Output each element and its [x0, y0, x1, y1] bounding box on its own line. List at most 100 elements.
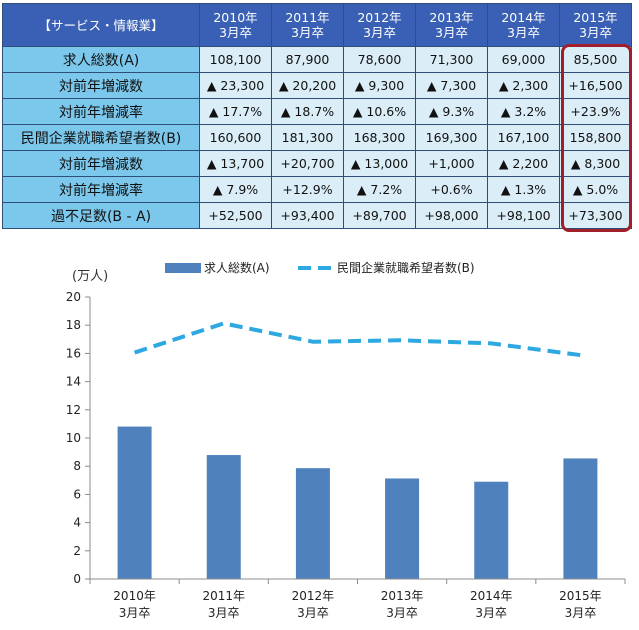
- table-cell: ▲ 20,200: [271, 72, 344, 99]
- x-tick-label: 3月卒: [386, 606, 418, 620]
- row-label: 対前年増減率: [2, 98, 200, 125]
- table-cell: ▲ 7.2%: [343, 176, 416, 203]
- table-cell: 167,100: [487, 124, 560, 151]
- y-tick-label: 4: [73, 516, 81, 530]
- table-cell: 108,100: [199, 46, 272, 73]
- table-cell: +20,700: [271, 150, 344, 177]
- table-cell: +12.9%: [271, 176, 344, 203]
- table-cell: 87,900: [271, 46, 344, 73]
- table-cell: 169,300: [415, 124, 488, 151]
- table-cell: +52,500: [199, 202, 272, 229]
- chart: 求人総数(A) 民間企業就職希望者数(B) (万人) 0 2 4 6 8 10 12 14 16 1…: [66, 260, 626, 620]
- legend-label: 民間企業就職希望者数(B): [337, 260, 475, 275]
- legend-label: 求人総数(A): [204, 260, 270, 275]
- column-header-year: 2011年: [285, 10, 330, 25]
- table-row: 求人総数(A) 108,100 87,900 78,600 71,300 69,…: [2, 46, 632, 73]
- column-header: 2013年 3月卒: [415, 3, 488, 47]
- column-header-month: 3月卒: [507, 25, 540, 40]
- table-cell: ▲ 9,300: [343, 72, 416, 99]
- x-tick-label: 3月卒: [297, 606, 329, 620]
- column-header-year: 2010年: [213, 10, 258, 25]
- y-tick-label: 16: [66, 346, 81, 360]
- bar: [117, 426, 152, 579]
- table-cell: 158,800: [559, 124, 632, 151]
- table-cell: +73,300: [559, 202, 632, 229]
- column-header-month: 3月卒: [579, 25, 612, 40]
- x-tick-label: 3月卒: [565, 606, 597, 620]
- table-cell: 160,600: [199, 124, 272, 151]
- row-label: 対前年増減数: [2, 72, 200, 99]
- legend: 求人総数(A) 民間企業就職希望者数(B): [165, 260, 475, 275]
- table-cell: +98,100: [487, 202, 560, 229]
- table-cell: 85,500: [559, 46, 632, 73]
- table-header-row: 【サービス・情報業】 2010年 3月卒 2011年 3月卒 2012年 3月卒 20…: [2, 3, 632, 47]
- table-cell: +16,500: [559, 72, 632, 99]
- column-header-month: 3月卒: [219, 25, 252, 40]
- table-row: 対前年増減数 ▲ 13,700 +20,700 ▲ 13,000 +1,000 …: [2, 150, 632, 177]
- x-tick-label: 2014年: [470, 589, 513, 603]
- table-cell: ▲ 1.3%: [487, 176, 560, 203]
- column-header: 2012年 3月卒: [343, 3, 416, 47]
- column-header-month: 3月卒: [363, 25, 396, 40]
- y-tick-label: 0: [73, 572, 81, 586]
- y-tick-label: 20: [66, 290, 81, 304]
- table-cell: ▲ 7,300: [415, 72, 488, 99]
- table-cell: ▲ 18.7%: [271, 98, 344, 125]
- y-axis: 0 2 4 6 8 10 12 14 16 18 20: [66, 290, 91, 586]
- table-cell: +1,000: [415, 150, 488, 177]
- table-row: 対前年増減率 ▲ 7.9% +12.9% ▲ 7.2% +0.6% ▲ 1.3%…: [2, 176, 632, 203]
- table-cell: ▲ 13,700: [199, 150, 272, 177]
- column-header-year: 2015年: [573, 10, 618, 25]
- table-cell: ▲ 3.2%: [487, 98, 560, 125]
- table-cell: ▲ 10.6%: [343, 98, 416, 125]
- y-tick-label: 10: [66, 431, 81, 445]
- y-tick-label: 14: [66, 375, 81, 389]
- bar: [474, 481, 509, 579]
- row-label: 民間企業就職希望者数(B): [2, 124, 200, 151]
- table-cell: ▲ 5.0%: [559, 176, 632, 203]
- row-label: 対前年増減数: [2, 150, 200, 177]
- table-cell: +0.6%: [415, 176, 488, 203]
- column-header: 2010年 3月卒: [199, 3, 272, 47]
- row-label: 求人総数(A): [2, 46, 200, 73]
- x-tick-label: 3月卒: [475, 606, 507, 620]
- table-cell: ▲ 9.3%: [415, 98, 488, 125]
- table-cell: 71,300: [415, 46, 488, 73]
- legend-swatch-bar: [165, 263, 201, 273]
- series-line: [133, 321, 581, 358]
- bar: [295, 468, 330, 579]
- y-axis-label: (万人): [72, 269, 108, 284]
- table-cell: 181,300: [271, 124, 344, 151]
- x-tick-label: 2015年: [559, 589, 602, 603]
- x-tick-label: 2012年: [292, 589, 335, 603]
- table-row: 民間企業就職希望者数(B) 160,600 181,300 168,300 16…: [2, 124, 632, 151]
- y-tick-label: 2: [73, 544, 81, 558]
- row-label: 過不足数(B - A): [2, 202, 200, 229]
- table-row: 対前年増減数 ▲ 23,300 ▲ 20,200 ▲ 9,300 ▲ 7,300…: [2, 72, 632, 99]
- column-header-year: 2012年: [357, 10, 402, 25]
- table-cell: ▲ 17.7%: [199, 98, 272, 125]
- bar: [206, 455, 241, 579]
- x-tick-label: 3月卒: [208, 606, 240, 620]
- column-header: 2014年 3月卒: [487, 3, 560, 47]
- y-tick-label: 8: [73, 459, 81, 473]
- bar: [563, 458, 598, 579]
- y-tick-label: 12: [66, 403, 81, 417]
- x-tick-label: 2013年: [381, 589, 424, 603]
- table-cell: ▲ 2,300: [487, 72, 560, 99]
- data-table: 【サービス・情報業】 2010年 3月卒 2011年 3月卒 2012年 3月卒 20…: [2, 3, 632, 229]
- x-axis: 2010年 3月卒 2011年 3月卒 2012年 3月卒 2013年 3月卒 2014年 3月卒…: [89, 578, 626, 620]
- table-cell: +89,700: [343, 202, 416, 229]
- table-cell: +93,400: [271, 202, 344, 229]
- table-cell: ▲ 7.9%: [199, 176, 272, 203]
- column-header-month: 3月卒: [291, 25, 324, 40]
- x-tick-label: 2011年: [202, 589, 245, 603]
- x-tick-label: 3月卒: [119, 606, 151, 620]
- table-cell: ▲ 2,200: [487, 150, 560, 177]
- bar: [385, 478, 420, 579]
- column-header: 2011年 3月卒: [271, 3, 344, 47]
- y-tick-label: 18: [66, 318, 81, 332]
- column-header: 2015年 3月卒: [559, 3, 632, 47]
- table-cell: 69,000: [487, 46, 560, 73]
- table-row: 対前年増減率 ▲ 17.7% ▲ 18.7% ▲ 10.6% ▲ 9.3% ▲ …: [2, 98, 632, 125]
